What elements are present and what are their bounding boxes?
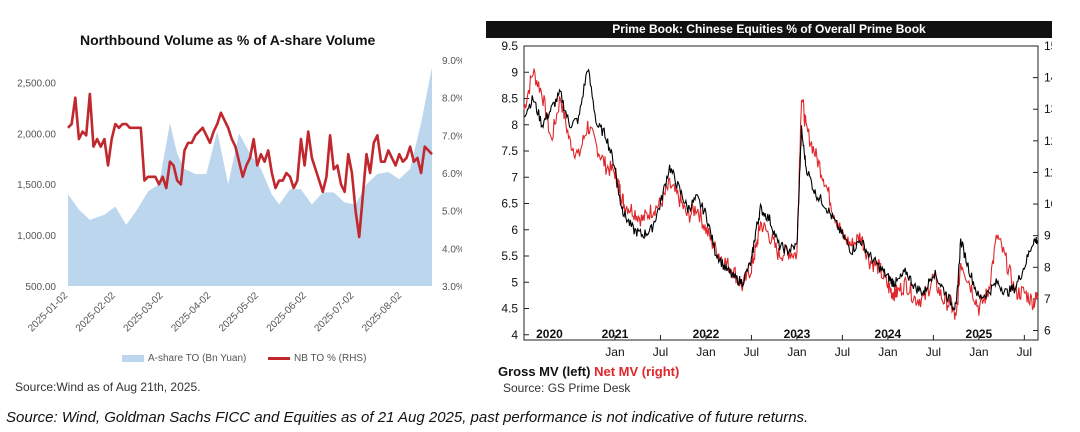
x-month-label: Jan (969, 345, 988, 359)
x-month-label: Jan (696, 345, 715, 359)
y-right-tick-label: 14 (1044, 71, 1052, 85)
y-right-tick-label: 6.0% (442, 169, 462, 180)
y-right-tick-label: 6 (1044, 324, 1051, 338)
northbound-chart: 500.00 1,000.00 1,500.00 2,000.00 2,500.00 3.… (17, 56, 462, 334)
legend-label-a-share: A-share TO (Bn Yuan) (148, 353, 247, 364)
x-year-label: 2024 (875, 327, 902, 341)
y-right-tick-label: 7 (1044, 292, 1051, 306)
chart-legend: Gross MV (left) Net MV (right) (498, 364, 679, 379)
x-year-label: 2020 (536, 327, 563, 341)
x-tick-label: 2025-06-02 (265, 290, 309, 334)
y-right-tick-label: 5.0% (442, 207, 462, 218)
y-left-tick-label: 5.5 (501, 249, 518, 263)
x-month-label: Jul (1017, 345, 1032, 359)
x-month-label: Jul (653, 345, 668, 359)
chart-source: Source: GS Prime Desk (503, 381, 631, 395)
y-right-tick-label: 13 (1044, 102, 1052, 116)
x-month-label: Jan (787, 345, 806, 359)
northbound-chart-panel: Northbound Volume as % of A-share Volume… (0, 0, 462, 408)
y-right-tick-label: 7.0% (442, 131, 462, 142)
x-tick-label: 2025-04-02 (169, 290, 213, 334)
legend-gross: Gross MV (left) (498, 364, 591, 379)
prime-book-chart: 4 4.5 5 5.5 6 6.5 7 7.5 8 8.5 9 9.5 6 7 8 9 10 11 12 13 14 15… (501, 39, 1052, 359)
plot-frame (523, 45, 1039, 341)
legend-swatch-line (268, 357, 290, 360)
x-tick-label: 2025-08-02 (360, 290, 404, 334)
y-right-tick-label: 8.0% (442, 94, 462, 105)
y-left-tick-label: 8.5 (501, 92, 518, 106)
x-tick-label: 2025-07-02 (312, 290, 356, 334)
y-right-tick-label: 8 (1044, 260, 1051, 274)
y-left-tick-label: 9.5 (501, 39, 518, 53)
y-right-tick-label: 3.0% (442, 282, 462, 293)
y-left-tick-label: 7.5 (501, 144, 518, 158)
legend-item-nb: NB TO % (RHS) (268, 353, 366, 364)
series-line-net-mv (523, 68, 1039, 320)
y-left-tick-label: 1,500.00 (17, 180, 56, 191)
y-left-tick-label: 4.5 (501, 302, 518, 316)
x-month-label: Jul (744, 345, 759, 359)
x-month-label: Jul (926, 345, 941, 359)
y-right-tick-label: 9 (1044, 229, 1051, 243)
y-left-tick-label: 6.5 (501, 197, 518, 211)
y-left-tick-label: 4 (511, 328, 518, 342)
x-tick-label: 2025-01-02 (26, 290, 70, 334)
series-area-a-share (68, 67, 432, 286)
y-left-tick-label: 6 (511, 223, 518, 237)
series-line-nb (67, 92, 433, 239)
y-right-tick-label: 9.0% (442, 56, 462, 67)
x-tick-label: 2025-03-02 (122, 290, 166, 334)
legend-label-nb: NB TO % (RHS) (294, 353, 367, 364)
y-right-tick-label: 11 (1044, 165, 1052, 179)
footer-note: Source: Wind, Goldman Sachs FICC and Equ… (6, 409, 809, 426)
x-year-label: 2021 (602, 327, 629, 341)
x-year-label: 2022 (693, 327, 720, 341)
prime-book-chart-panel: Prime Book: Chinese Equities % of Overal… (486, 18, 1052, 403)
y-left-tick-label: 2,500.00 (17, 78, 56, 89)
y-left-tick-label: 1,000.00 (17, 231, 56, 242)
y-left-tick-label: 2,000.00 (17, 129, 56, 140)
y-left-tick-label: 500.00 (25, 282, 56, 293)
x-tick-label: 2025-02-02 (74, 290, 118, 334)
y-right-tick-label: 10 (1044, 197, 1052, 211)
x-month-label: Jan (878, 345, 897, 359)
y-left-tick-label: 8 (511, 118, 518, 132)
y-right-tick-label: 4.0% (442, 244, 462, 255)
x-year-label: 2023 (784, 327, 811, 341)
x-year-label: 2025 (966, 327, 993, 341)
y-left-tick-label: 9 (511, 65, 518, 79)
series-line-gross-mv (523, 68, 1039, 311)
chart-source: Source:Wind as of Aug 21th, 2025. (15, 380, 201, 394)
x-month-label: Jan (605, 345, 624, 359)
legend-net: Net MV (right) (594, 364, 680, 379)
y-right-tick-label: 15 (1044, 39, 1052, 53)
x-month-label: Jul (835, 345, 850, 359)
legend-swatch-area (122, 355, 144, 362)
legend-item-a-share: A-share TO (Bn Yuan) (122, 353, 246, 364)
x-tick-label: 2025-05-02 (217, 290, 261, 334)
chart-title: Prime Book: Chinese Equities % of Overal… (486, 21, 1052, 38)
y-right-tick-label: 12 (1044, 134, 1052, 148)
chart-title: Northbound Volume as % of A-share Volume (80, 32, 376, 48)
y-left-tick-label: 7 (511, 170, 518, 184)
y-left-tick-label: 5 (511, 275, 518, 289)
